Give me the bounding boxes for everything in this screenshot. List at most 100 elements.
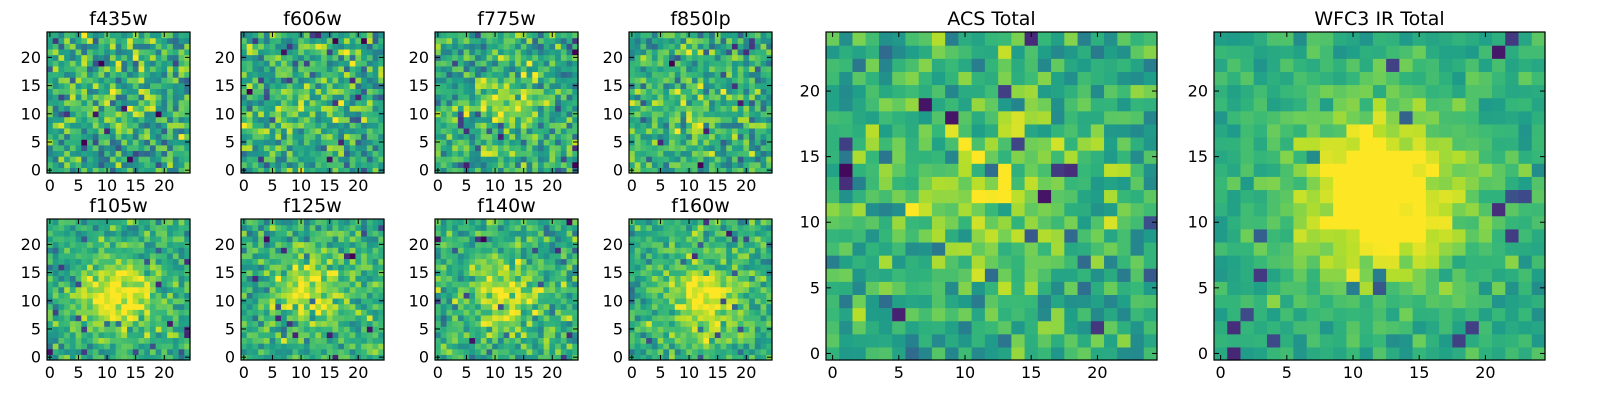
heatmap-cell	[115, 331, 122, 339]
heatmap-cell	[634, 337, 642, 344]
heatmap-cell	[69, 161, 77, 168]
heatmap-cell	[509, 320, 516, 327]
y-tick-label: 0	[419, 348, 429, 367]
heatmap-cell	[720, 326, 727, 333]
heatmap-cell	[651, 348, 659, 355]
heatmap-cell	[469, 314, 476, 322]
heatmap-cell	[332, 224, 339, 231]
heatmap-cell	[566, 354, 573, 361]
heatmap-cell	[526, 161, 533, 168]
heatmap-cell	[629, 348, 636, 355]
heatmap-cell	[269, 82, 276, 89]
heatmap-cell	[241, 88, 248, 95]
heatmap-cell	[532, 32, 539, 39]
heatmap-cell	[104, 224, 111, 231]
heatmap-cell	[669, 99, 676, 106]
heatmap-cell	[178, 99, 185, 106]
heatmap-cell	[457, 43, 465, 50]
heatmap-cell	[87, 309, 94, 316]
heatmap-cell	[566, 258, 573, 265]
heatmap-cell	[258, 122, 265, 129]
heatmap-cell	[532, 224, 539, 231]
heatmap-cell	[497, 139, 505, 146]
heatmap-cell	[503, 116, 510, 123]
heatmap-cell	[69, 77, 77, 84]
heatmap-cell	[326, 331, 334, 339]
heatmap-cell	[640, 37, 647, 44]
heatmap-cell	[766, 133, 773, 140]
heatmap-cell	[332, 82, 339, 89]
heatmap-cell	[537, 337, 545, 344]
heatmap-cell	[446, 65, 453, 73]
heatmap-cell	[321, 156, 328, 163]
heatmap-cell	[309, 116, 316, 123]
heatmap-cell	[686, 156, 693, 163]
heatmap-cell	[486, 48, 493, 56]
heatmap-cell	[52, 354, 60, 361]
heatmap-cell	[326, 258, 334, 265]
heatmap-cell	[469, 275, 476, 282]
heatmap-cell	[435, 348, 442, 355]
heatmap-cell	[98, 65, 105, 73]
heatmap-cell	[355, 54, 362, 61]
heatmap-cell	[121, 122, 128, 129]
heatmap-cell	[121, 269, 128, 276]
heatmap-cell	[98, 337, 105, 344]
heatmap-cell	[64, 110, 71, 118]
heatmap-cell	[469, 60, 476, 67]
heatmap-cell	[155, 230, 162, 237]
heatmap-cell	[127, 337, 134, 344]
heatmap-cell	[760, 144, 767, 152]
heatmap-cell	[92, 37, 100, 44]
heatmap-cell	[121, 241, 128, 248]
heatmap-cell	[263, 82, 271, 89]
heatmap-cell	[509, 230, 516, 237]
heatmap-cell	[252, 354, 259, 361]
heatmap-cell	[537, 139, 545, 146]
heatmap-cell	[155, 127, 162, 135]
heatmap-cell	[543, 286, 550, 293]
heatmap-cell	[69, 88, 77, 95]
heatmap-cell	[132, 144, 140, 152]
heatmap-cell	[657, 269, 664, 276]
heatmap-cell	[566, 235, 573, 243]
heatmap-cell	[509, 43, 516, 50]
heatmap-cell	[281, 105, 288, 112]
heatmap-cell	[92, 314, 100, 322]
heatmap-cell	[754, 292, 762, 299]
heatmap-cell	[435, 122, 442, 129]
heatmap-cell	[366, 235, 374, 243]
heatmap-cell	[475, 127, 482, 135]
heatmap-cell	[737, 133, 744, 140]
heatmap-cell	[452, 343, 459, 350]
heatmap-cell	[503, 331, 510, 339]
heatmap-cell	[532, 252, 539, 260]
heatmap-cell	[520, 286, 528, 293]
heatmap-cell	[669, 281, 676, 288]
heatmap-cell	[526, 303, 533, 310]
heatmap-cell	[549, 297, 556, 305]
heatmap-cell	[509, 110, 516, 118]
heatmap-cell	[104, 275, 111, 282]
heatmap-cell	[275, 161, 282, 168]
heatmap-cell	[172, 82, 180, 89]
heatmap-cell	[144, 156, 151, 163]
heatmap-cell	[440, 230, 448, 237]
heatmap-cell	[263, 354, 271, 361]
heatmap-cell	[452, 348, 459, 355]
heatmap-cell	[709, 122, 716, 129]
heatmap-cell	[258, 303, 265, 310]
heatmap-cell	[709, 144, 716, 152]
heatmap-cell	[144, 337, 151, 344]
heatmap-cell	[321, 297, 328, 305]
heatmap-cell	[749, 161, 756, 168]
heatmap-cell	[275, 167, 282, 174]
heatmap-cell	[104, 77, 111, 84]
heatmap-cell	[298, 224, 305, 231]
heatmap-cell	[281, 139, 288, 146]
heatmap-cell	[355, 122, 362, 129]
heatmap-cell	[640, 331, 647, 339]
heatmap-cell	[321, 60, 328, 67]
heatmap-cell	[161, 48, 168, 56]
heatmap-cell	[343, 167, 351, 174]
